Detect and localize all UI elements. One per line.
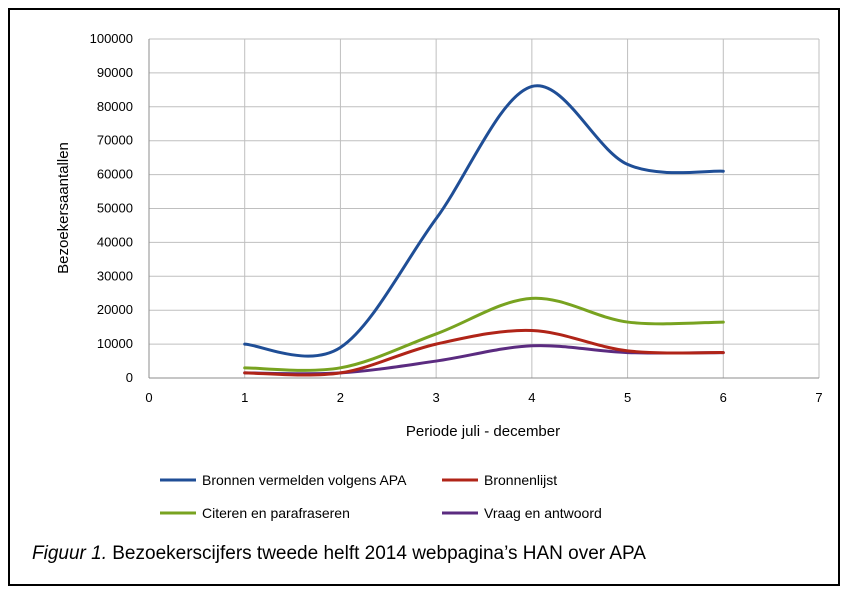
y-tick-label: 100000 xyxy=(90,31,133,46)
x-tick-label: 5 xyxy=(624,390,631,405)
caption-text: Bezoekerscijfers tweede helft 2014 webpa… xyxy=(106,543,646,564)
y-tick-label: 60000 xyxy=(97,167,133,182)
x-tick-label: 7 xyxy=(815,390,822,405)
series-layer xyxy=(243,84,725,377)
y-tick-label: 90000 xyxy=(97,65,133,80)
x-tick-label: 2 xyxy=(337,390,344,405)
y-tick-label: 70000 xyxy=(97,133,133,148)
y-tick-label: 10000 xyxy=(97,336,133,351)
legend-label: Bronnenlijst xyxy=(484,472,557,488)
x-tick-label: 1 xyxy=(241,390,248,405)
y-tick-label: 0 xyxy=(126,370,133,385)
y-tick-label: 20000 xyxy=(97,302,133,317)
x-tick-label: 0 xyxy=(145,390,152,405)
series-line-1 xyxy=(243,84,725,358)
grid-layer xyxy=(148,38,820,379)
series-line-2 xyxy=(243,328,725,377)
legend-label: Vraag en antwoord xyxy=(484,505,602,521)
y-axis-title: Bezoekersaantallen xyxy=(55,142,72,274)
axis-layer: 0 10000 20000 30000 40000 50000 60000 70000 8000… xyxy=(90,31,823,405)
x-tick-label: 3 xyxy=(433,390,440,405)
y-tick-label: 50000 xyxy=(97,201,133,216)
x-tick-label: 4 xyxy=(528,390,535,405)
legend: Bronnen vermelden volgens APA Bronnenlijs… xyxy=(160,472,602,521)
caption-label: Figuur 1. xyxy=(32,543,107,564)
legend-label: Citeren en parafraseren xyxy=(202,505,350,521)
y-tick-label: 40000 xyxy=(97,234,133,249)
series-line-3 xyxy=(243,296,725,372)
legend-label: Bronnen vermelden volgens APA xyxy=(202,472,407,488)
x-tick-label: 6 xyxy=(720,390,727,405)
y-tick-label: 80000 xyxy=(97,99,133,114)
y-tick-label: 30000 xyxy=(97,268,133,283)
figure-caption: Figuur 1. Bezoekerscijfers tweede helft … xyxy=(32,543,646,565)
figure-frame xyxy=(8,8,840,586)
x-axis-title: Periode juli - december xyxy=(406,423,560,440)
